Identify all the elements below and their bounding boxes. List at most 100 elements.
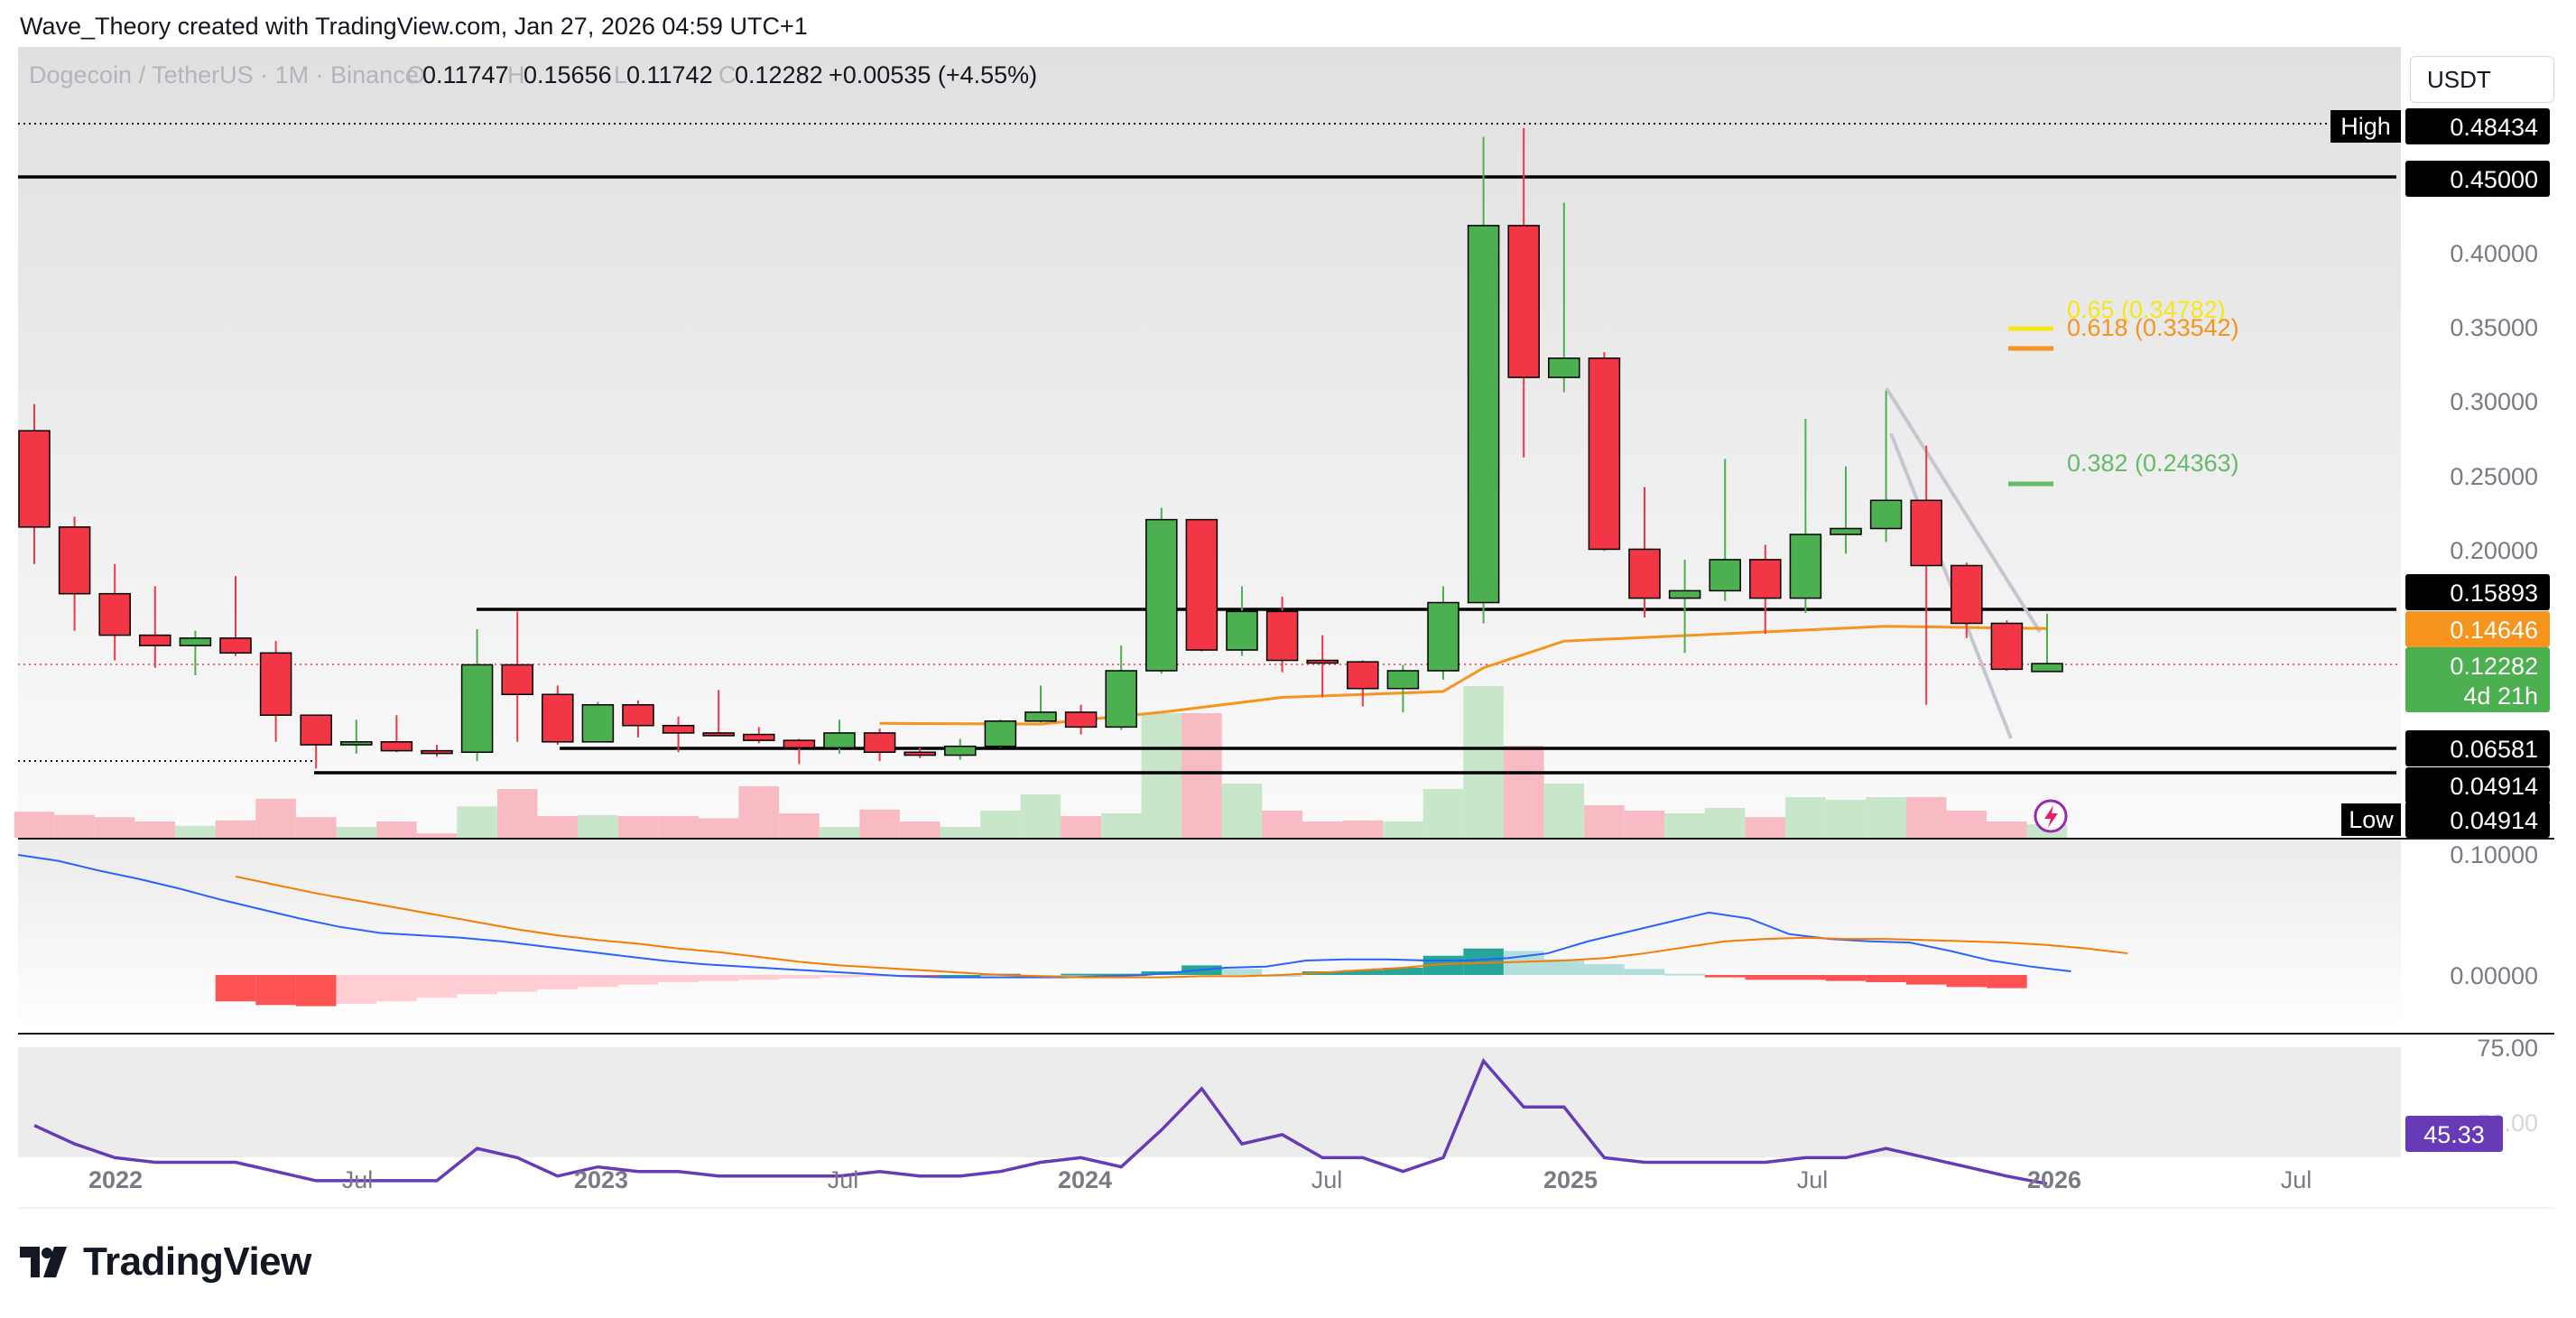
macd-histogram-bar <box>1946 975 1988 988</box>
volume-bar <box>1262 811 1302 838</box>
macd-histogram-bar <box>1905 975 1947 985</box>
level-2-value: 0.06581 <box>2450 736 2538 763</box>
signal-line <box>235 875 2128 979</box>
candle <box>1306 635 1339 698</box>
volume-bar <box>54 814 95 838</box>
volume-bar <box>1061 816 1101 838</box>
candle-body <box>863 732 896 754</box>
candle-body <box>421 749 453 755</box>
candle <box>702 690 735 737</box>
macd-histogram-bar <box>779 975 820 979</box>
candle-body <box>1548 357 1580 378</box>
volume-bar <box>1221 784 1263 838</box>
time-label: Jul <box>2281 1166 2312 1193</box>
candle-body <box>219 637 252 654</box>
time-label: Jul <box>342 1166 374 1193</box>
volume-bar <box>1866 797 1906 838</box>
candle-body <box>1306 659 1339 664</box>
candle <box>1507 127 1540 458</box>
ema-line <box>879 625 2048 726</box>
macd-histogram-bar <box>1584 964 1625 975</box>
candle-body <box>340 741 373 746</box>
candles <box>18 127 2063 769</box>
candle-body <box>1869 499 1903 530</box>
macd-histogram-bar <box>578 975 618 988</box>
candle-body <box>1668 589 1701 599</box>
candle-body <box>662 724 695 734</box>
symbol-title: Dogecoin / TetherUS · 1M · Binance <box>29 61 419 88</box>
macd-histogram-bar <box>1664 973 1705 976</box>
candle <box>542 685 574 746</box>
candle <box>58 516 91 631</box>
macd-histogram-bar <box>738 975 780 980</box>
volume-bar <box>779 813 820 838</box>
volume-bar <box>1664 813 1705 838</box>
volume-bar <box>1584 805 1625 838</box>
high-value-bg <box>2405 108 2550 144</box>
volume-bar <box>1624 811 1665 838</box>
candle <box>219 575 252 656</box>
volume-layer <box>14 686 2068 838</box>
candle-body <box>1064 711 1098 729</box>
candle <box>460 629 494 762</box>
volume-bar <box>859 809 900 838</box>
candle-body <box>460 664 494 754</box>
open-value: 0.11747 <box>422 61 509 88</box>
volume-bar <box>537 816 579 838</box>
volume-bar <box>295 817 337 838</box>
time-label: Jul <box>828 1166 859 1193</box>
fib-65-label: 0.65 (0.34782) <box>2067 296 2226 323</box>
candle <box>1749 544 1782 634</box>
currency-button[interactable]: USDT <box>2410 56 2554 103</box>
candle-body <box>139 634 171 646</box>
rsi-value-bg <box>2405 1116 2503 1152</box>
candle <box>903 747 936 758</box>
candle-body <box>743 733 775 741</box>
candle <box>622 700 654 738</box>
volume-bar <box>819 827 860 838</box>
price-tick: 0.20000 <box>2450 537 2538 564</box>
volume-bar <box>940 827 981 838</box>
price-axis[interactable]: 0.40000 0.35000 0.30000 0.25000 0.20000 … <box>2330 108 2550 838</box>
level-1-bg <box>2405 574 2550 610</box>
candle-body <box>823 732 856 749</box>
macd-histogram-bar <box>698 975 739 981</box>
open-prefix: O <box>406 61 425 88</box>
rsi-axis: 75.00 50.00 45.33 <box>2405 1035 2538 1152</box>
candle-body <box>1386 670 1420 690</box>
lightning-alert-icon[interactable] <box>2034 799 2068 833</box>
candle <box>743 727 775 744</box>
volume-bar <box>134 821 176 838</box>
volume-bar <box>1422 789 1464 838</box>
candle <box>1588 352 1621 552</box>
candle-body <box>1830 527 1862 535</box>
macd-histogram-bar <box>1342 970 1384 975</box>
volume-bar <box>457 806 497 838</box>
macd-histogram-bar <box>496 975 538 992</box>
candle <box>1467 136 1500 624</box>
candle <box>1265 596 1299 673</box>
ema-polyline <box>879 625 2048 726</box>
high-value: 0.15656 <box>524 61 612 88</box>
candle <box>1105 645 1137 730</box>
candle <box>2031 613 2063 673</box>
candle <box>662 716 695 753</box>
rsi-indicator <box>33 1058 2048 1186</box>
volume-bar <box>1987 821 2027 838</box>
candle <box>1145 507 1178 674</box>
candle-body <box>1588 357 1621 551</box>
macd-axis: 0.10000 0.00000 <box>2450 841 2538 989</box>
time-axis[interactable]: 2022 Jul 2023 Jul 2024 Jul 2025 Jul 2026… <box>88 1166 2312 1193</box>
candle <box>944 738 977 760</box>
volume-bar <box>416 833 458 838</box>
candle-body <box>1789 534 1822 599</box>
candle-body <box>622 703 654 727</box>
macd-histogram-bar <box>1061 973 1101 976</box>
volume-bar <box>1141 713 1182 838</box>
time-label: 2023 <box>574 1166 628 1193</box>
price-tick: 0.30000 <box>2450 388 2538 415</box>
high-label-bg <box>2330 110 2401 143</box>
candle-body <box>18 430 51 528</box>
volume-bar <box>1946 811 1988 838</box>
